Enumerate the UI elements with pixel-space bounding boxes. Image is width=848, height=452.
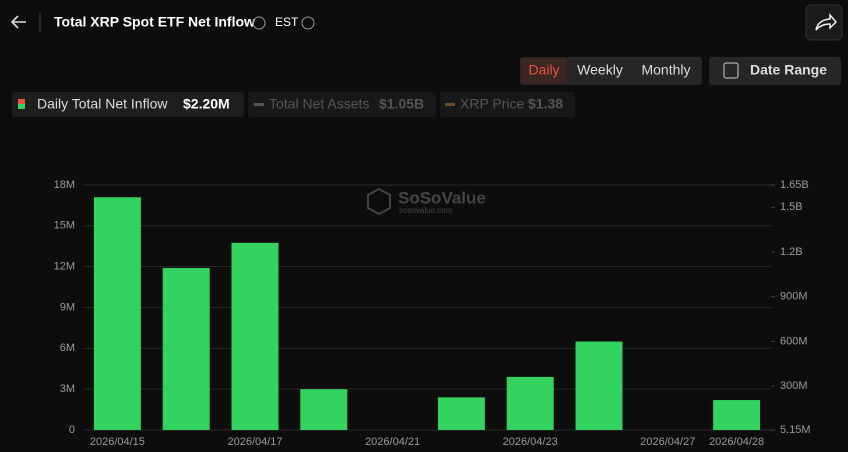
bar: [231, 242, 279, 430]
x-tick-label: 2026/04/23: [503, 436, 558, 448]
y-tick-label: 3M: [60, 383, 75, 395]
date-range-button[interactable]: Date Range: [709, 57, 841, 85]
y2-tick-label: 1.5B: [780, 201, 803, 213]
period-button[interactable]: Daily: [528, 62, 559, 78]
y2-tick-label: 5.15M: [780, 424, 811, 436]
y2-tick-label: 900M: [780, 291, 808, 303]
legend-label: Total Net Assets: [269, 96, 369, 112]
y2-tick-label: 600M: [780, 335, 808, 347]
y-tick-label: 12M: [54, 261, 75, 273]
title: Total XRP Spot ETF Net Inflow: [54, 14, 255, 30]
watermark-site: sosovalue.com: [399, 206, 453, 215]
y-tick-label: 6M: [60, 342, 75, 354]
bar: [713, 400, 761, 430]
bar: [437, 397, 485, 430]
info-icon[interactable]: [252, 16, 266, 30]
bar: [300, 389, 348, 430]
bar: [506, 376, 554, 430]
period-button[interactable]: Monthly: [641, 62, 690, 78]
legend-item[interactable]: Daily Total Net Inflow $2.20M: [12, 92, 244, 117]
watermark-brand: SoSoValue: [398, 188, 486, 207]
x-tick-label: 2026/04/17: [227, 436, 282, 448]
y-tick-label: 15M: [54, 220, 75, 232]
x-tick-label: 2026/04/21: [365, 436, 420, 448]
bar: [93, 197, 141, 430]
timezone: EST: [275, 15, 299, 29]
x-tick-label: 2026/04/28: [709, 436, 764, 448]
watermark: SoSoValue sosovalue.com: [367, 187, 486, 216]
y-tick-label: 18M: [54, 179, 75, 191]
legend-value: $2.20M: [183, 96, 230, 112]
bar: [575, 341, 623, 430]
legend-item[interactable]: XRP Price $1.38: [440, 92, 575, 117]
y2-tick-label: 300M: [780, 380, 808, 392]
legend-label: Daily Total Net Inflow: [37, 96, 168, 112]
bar: [162, 268, 210, 430]
period-selected: [521, 58, 567, 84]
date-range-label: Date Range: [750, 62, 827, 78]
y2-tick-label: 1.65B: [780, 179, 809, 191]
x-tick-label: 2026/04/27: [640, 436, 695, 448]
legend-value: $1.38: [528, 96, 563, 112]
y2-tick-label: 1.2B: [780, 246, 803, 258]
x-tick-label: 2026/04/15: [90, 436, 145, 448]
legend-value: $1.05B: [379, 96, 424, 112]
share-button[interactable]: [805, 4, 843, 41]
y-tick-label: 0: [69, 424, 75, 436]
legend-item[interactable]: Total Net Assets $1.05B: [248, 92, 436, 117]
y-tick-label: 9M: [60, 301, 75, 313]
back-button[interactable]: [10, 15, 26, 29]
info-icon[interactable]: [301, 16, 315, 30]
legend-label: XRP Price: [460, 96, 525, 112]
period-button[interactable]: Weekly: [577, 62, 623, 78]
